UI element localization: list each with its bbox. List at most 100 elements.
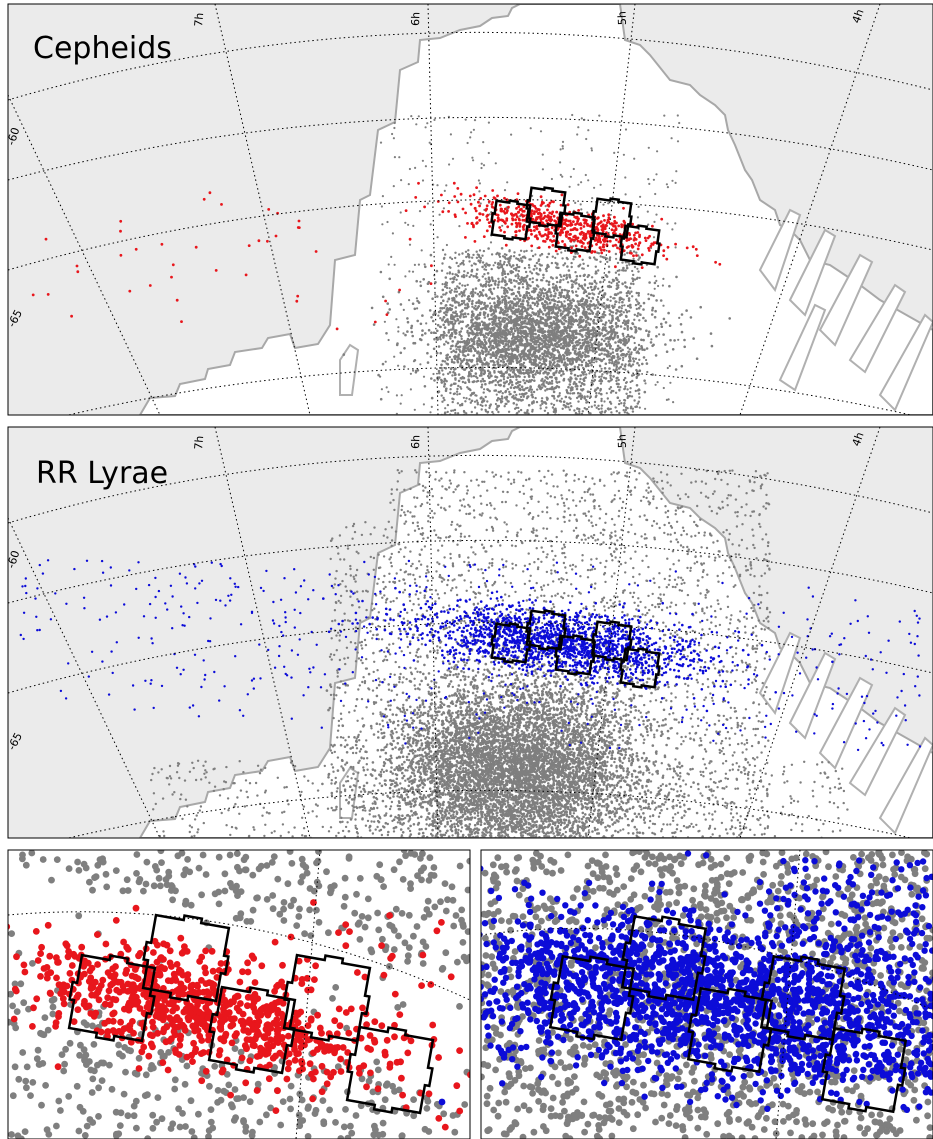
field-star	[553, 408, 556, 411]
field-star	[466, 141, 469, 145]
field-star	[618, 411, 621, 415]
field-star	[511, 264, 515, 267]
field-star	[387, 338, 390, 342]
field-star	[424, 332, 427, 335]
field-star	[470, 332, 473, 335]
field-star	[489, 348, 492, 352]
cepheid-point	[578, 254, 582, 258]
field-star	[439, 302, 443, 305]
field-star	[443, 398, 446, 402]
field-stars	[342, 113, 731, 415]
field-star	[566, 298, 570, 302]
field-star	[565, 277, 568, 280]
field-star	[487, 352, 490, 356]
field-star	[527, 368, 530, 372]
field-star	[459, 310, 462, 314]
field-star	[613, 334, 617, 337]
field-star	[531, 322, 534, 326]
field-star	[510, 347, 513, 350]
field-star	[433, 337, 436, 341]
field-star	[635, 298, 638, 301]
field-star	[514, 322, 517, 325]
field-star	[481, 362, 484, 365]
field-star	[503, 270, 506, 273]
field-star	[428, 309, 432, 312]
field-star	[485, 336, 488, 339]
field-star	[510, 340, 513, 343]
field-star	[498, 350, 502, 354]
field-star	[616, 356, 619, 359]
field-star	[615, 363, 618, 367]
field-star	[488, 330, 491, 334]
field-star	[472, 380, 475, 384]
field-star	[509, 353, 512, 356]
field-star	[424, 265, 427, 269]
field-star	[500, 397, 504, 400]
field-star	[466, 297, 469, 301]
field-star	[562, 353, 565, 357]
field-star	[468, 275, 471, 279]
field-star	[635, 375, 638, 379]
field-star	[511, 311, 514, 314]
field-star	[514, 317, 517, 321]
field-star	[493, 297, 496, 300]
field-star	[597, 292, 601, 295]
field-star	[395, 318, 398, 321]
field-star	[451, 374, 454, 377]
field-star	[495, 322, 498, 325]
field-star	[466, 283, 469, 287]
field-star	[578, 350, 582, 354]
field-star	[522, 350, 526, 353]
field-star	[524, 319, 527, 323]
field-star	[552, 355, 556, 359]
field-star	[386, 302, 390, 305]
field-star	[568, 338, 571, 341]
field-star	[557, 354, 561, 358]
field-star	[617, 358, 620, 361]
field-star	[555, 345, 559, 349]
field-star	[470, 360, 473, 363]
field-star	[624, 406, 628, 409]
field-star	[506, 359, 509, 363]
field-star	[467, 359, 470, 362]
field-star	[651, 308, 654, 312]
field-star	[655, 173, 658, 176]
field-star	[483, 399, 486, 402]
field-star	[615, 312, 618, 315]
field-star	[489, 356, 493, 359]
field-star	[476, 346, 480, 349]
survey-stripe	[758, 208, 802, 293]
field-star	[496, 363, 499, 366]
field-star	[568, 360, 571, 363]
field-star	[545, 381, 548, 384]
field-star	[518, 253, 521, 257]
field-star	[549, 301, 552, 304]
field-star	[617, 280, 621, 284]
field-star	[575, 282, 578, 285]
cepheid-point	[665, 257, 669, 261]
field-star	[619, 386, 622, 389]
field-star	[495, 305, 499, 308]
field-star	[674, 368, 678, 371]
field-star	[422, 375, 426, 378]
field-star	[528, 342, 531, 345]
field-star	[509, 379, 512, 382]
field-star	[546, 373, 549, 376]
field-star	[605, 392, 608, 395]
field-star	[616, 336, 620, 339]
field-star	[515, 375, 518, 379]
field-star	[548, 363, 552, 367]
field-star	[444, 387, 448, 391]
field-star	[497, 280, 501, 284]
field-star	[504, 326, 508, 329]
field-star	[536, 293, 540, 296]
field-star	[671, 228, 674, 231]
field-star	[529, 304, 532, 308]
field-star	[571, 362, 574, 365]
field-star	[393, 126, 396, 130]
field-star	[593, 256, 596, 259]
field-star	[461, 261, 465, 265]
field-star	[638, 347, 641, 351]
field-star	[477, 299, 481, 302]
field-star	[598, 392, 601, 395]
